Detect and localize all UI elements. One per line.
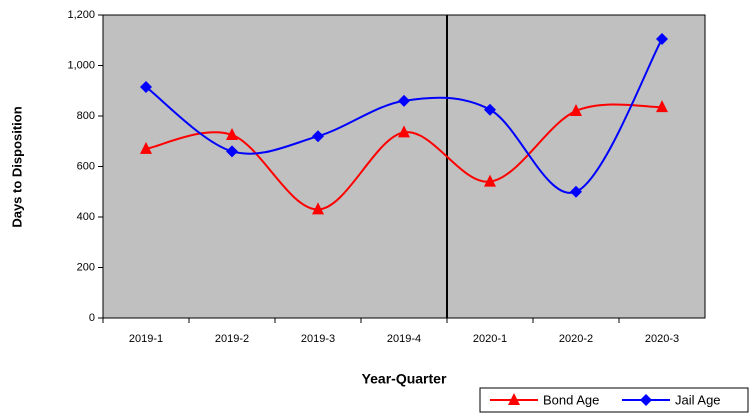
y-tick-label: 200 bbox=[77, 261, 95, 273]
x-axis-title: Year-Quarter bbox=[362, 371, 447, 387]
x-tick-label: 2019-1 bbox=[129, 333, 163, 345]
x-tick-label: 2020-3 bbox=[645, 333, 679, 345]
y-tick-label: 800 bbox=[77, 110, 95, 122]
marker bbox=[570, 103, 582, 116]
legend-label: Bond Age bbox=[543, 392, 599, 407]
marker bbox=[484, 174, 496, 187]
marker bbox=[398, 125, 410, 138]
x-tick-label: 2020-1 bbox=[473, 333, 507, 345]
y-tick-label: 0 bbox=[89, 312, 95, 324]
marker bbox=[640, 394, 652, 406]
marker bbox=[226, 127, 238, 140]
x-tick-label: 2019-2 bbox=[215, 333, 249, 345]
marker bbox=[656, 32, 668, 45]
marker bbox=[140, 80, 152, 93]
x-tick-label: 2019-4 bbox=[387, 333, 421, 345]
marker bbox=[398, 94, 410, 107]
x-tick-label: 2020-2 bbox=[559, 333, 593, 345]
x-tick-label: 2019-3 bbox=[301, 333, 335, 345]
marker bbox=[570, 185, 582, 198]
marker bbox=[312, 202, 324, 215]
y-tick-label: 400 bbox=[77, 211, 95, 223]
marker bbox=[484, 103, 496, 116]
plot-area bbox=[102, 14, 706, 319]
marker bbox=[140, 141, 152, 154]
marker bbox=[312, 130, 324, 143]
legend-label: Jail Age bbox=[675, 392, 721, 407]
marker bbox=[508, 393, 520, 405]
y-tick-label: 1,000 bbox=[67, 59, 95, 71]
y-tick-label: 1,200 bbox=[67, 9, 95, 21]
y-axis-title: Days to Disposition bbox=[9, 106, 24, 227]
marker bbox=[226, 145, 238, 158]
legend: Bond Age Jail Age bbox=[479, 387, 749, 413]
marker bbox=[656, 100, 668, 113]
y-tick-label: 600 bbox=[77, 160, 95, 172]
